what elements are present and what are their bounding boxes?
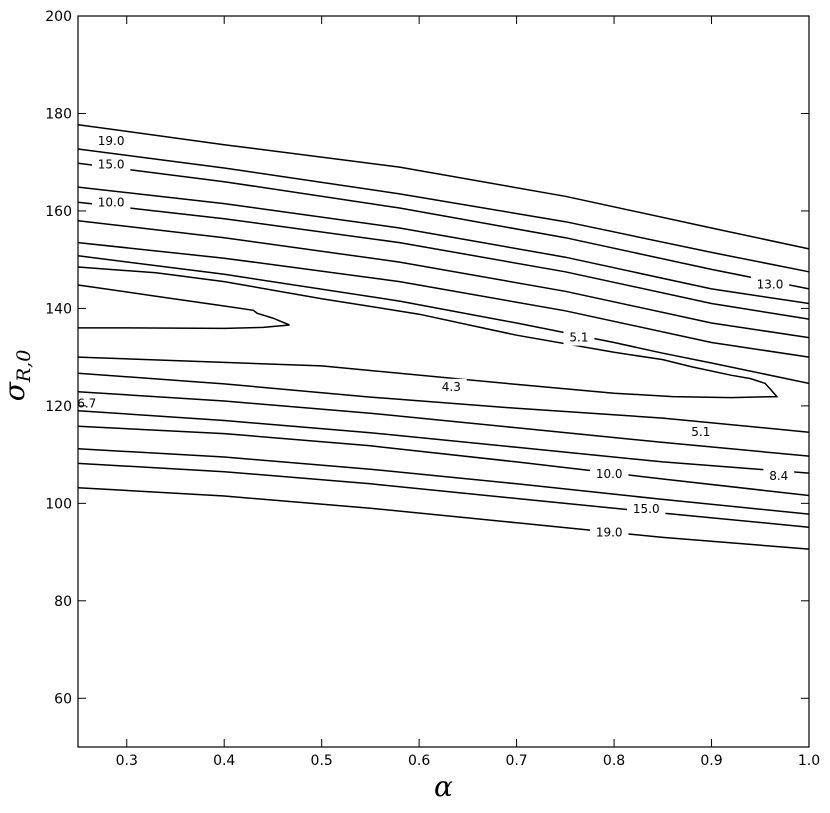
x-tick-label: 0.9 xyxy=(700,753,722,769)
contour-label: 5.1 xyxy=(685,424,717,441)
contour-label: 13.0 xyxy=(750,276,790,293)
x-tick-label: 0.4 xyxy=(213,753,235,769)
contour-label-text: 10.0 xyxy=(596,467,623,481)
contour-label: 8.4 xyxy=(763,468,795,485)
contour-label: 15.0 xyxy=(91,156,131,173)
contour-label-background xyxy=(685,424,717,441)
contour-line-lower-8.4 xyxy=(77,409,810,474)
contour-label-background xyxy=(763,468,795,485)
contour-label-background xyxy=(750,276,790,293)
contour-label: 6.7 xyxy=(77,396,96,410)
contour-label: 10.0 xyxy=(91,194,131,211)
contour-line-middle-4.3 xyxy=(77,266,779,399)
contour-label-text: 8.4 xyxy=(769,469,788,483)
y-tick-label: 180 xyxy=(45,106,72,122)
contour-label-background xyxy=(563,329,595,346)
contour-label-text: 6.7 xyxy=(77,396,96,410)
contour-label-text: 19.0 xyxy=(98,134,125,148)
contour-label: 19.0 xyxy=(91,132,131,149)
contour-line-upper-13.0 xyxy=(77,186,810,305)
contour-line-upper-19.0 xyxy=(77,123,810,250)
contour-label-text: 15.0 xyxy=(633,502,660,516)
contour-line-upper-3.3 xyxy=(77,284,290,330)
contour-label-background xyxy=(589,466,629,483)
contour-line-lower-19.0 xyxy=(77,486,810,550)
contour-line-lower-15.0 xyxy=(77,462,810,528)
contour-label: 19.0 xyxy=(589,524,629,541)
contour-label-text: 5.1 xyxy=(569,331,588,345)
contour-line-lower-13.0 xyxy=(77,448,810,515)
contour-label-text: 10.0 xyxy=(98,196,125,210)
contour-label-background xyxy=(91,132,131,149)
x-tick-label: 0.5 xyxy=(311,753,333,769)
contour-lines xyxy=(77,123,810,550)
y-tick-label: 200 xyxy=(45,9,72,25)
x-tick-label: 0.7 xyxy=(505,753,527,769)
contour-label-text: 4.3 xyxy=(442,380,461,394)
contour-line-lower-10.0 xyxy=(77,425,810,497)
contour-labels: 19.015.010.06.73.313.05.14.36.75.113.010… xyxy=(77,132,795,541)
contour-label: 4.3 xyxy=(435,378,467,395)
contour-line-upper-15.0 xyxy=(77,162,810,290)
y-axis-label: σR,0 xyxy=(0,350,35,402)
contour-line-lower-6.7 xyxy=(77,390,810,457)
x-tick-label: 0.6 xyxy=(408,753,430,769)
y-axis-ticks: 60 80 100 120 140 160 180 200 xyxy=(45,9,809,707)
contour-line-lower-5.1 xyxy=(77,372,810,433)
contour-line-upper-6.7 xyxy=(77,241,810,358)
contour-label-background xyxy=(91,156,131,173)
y-tick-label: 120 xyxy=(45,399,72,415)
y-tick-label: 100 xyxy=(45,496,72,512)
contour-line-upper-17.0 xyxy=(77,148,810,273)
y-tick-label: 60 xyxy=(54,691,72,707)
contour-label: 5.1 xyxy=(563,329,595,346)
x-tick-label: 0.8 xyxy=(603,753,625,769)
contour-label-text: 13.0 xyxy=(757,278,784,292)
contour-label-background xyxy=(435,378,467,395)
contour-line-upper-8.4 xyxy=(77,219,810,339)
contour-label-background xyxy=(589,524,629,541)
y-tick-label: 140 xyxy=(45,301,72,317)
contour-label-text: 19.0 xyxy=(596,526,623,540)
plot-frame xyxy=(77,15,810,748)
x-axis-label: α xyxy=(434,770,453,803)
contour-label: 15.0 xyxy=(627,501,666,518)
contour-label-background xyxy=(627,501,666,518)
contour-label-text: 5.1 xyxy=(691,425,710,439)
contour-line-upper-10.0 xyxy=(77,201,810,320)
contour-label-text: 15.0 xyxy=(98,158,125,172)
y-axis-label-symbol: σ xyxy=(0,381,31,401)
contour-label-background xyxy=(91,194,131,211)
x-axis-ticks: 0.3 0.4 0.5 0.6 0.7 0.8 0.9 1.0 xyxy=(116,16,820,769)
x-tick-label: 1.0 xyxy=(798,753,820,769)
y-tick-label: 160 xyxy=(45,204,72,220)
y-tick-label: 80 xyxy=(54,594,72,610)
y-axis-label-subscript: R,0 xyxy=(13,350,35,383)
contour-label: 10.0 xyxy=(589,466,629,483)
x-tick-label: 0.3 xyxy=(116,753,138,769)
